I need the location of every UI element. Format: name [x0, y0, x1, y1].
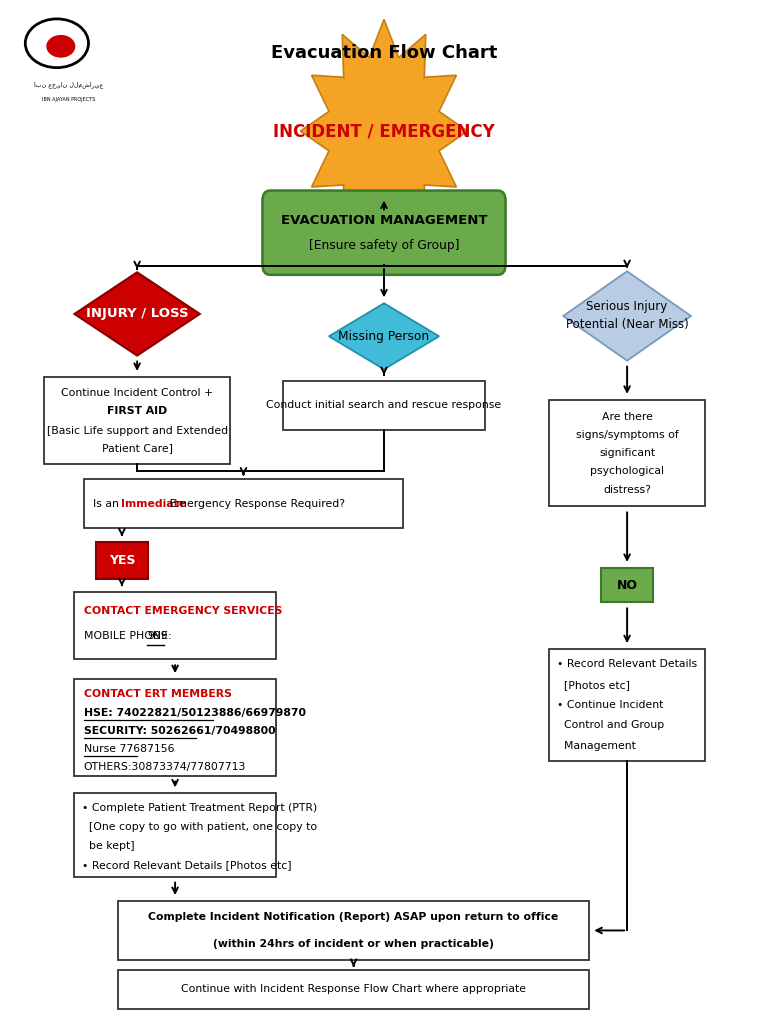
Text: HSE: 74022821/50123886/66979870: HSE: 74022821/50123886/66979870 — [84, 708, 306, 718]
Text: NO: NO — [617, 579, 637, 592]
Text: Continue with Incident Response Flow Chart where appropriate: Continue with Incident Response Flow Cha… — [181, 984, 526, 994]
Text: [Basic Life support and Extended: [Basic Life support and Extended — [47, 426, 227, 436]
Text: • Continue Incident: • Continue Incident — [557, 700, 664, 710]
Text: Serious Injury
Potential (Near Miss): Serious Injury Potential (Near Miss) — [566, 300, 688, 332]
Text: INJURY / LOSS: INJURY / LOSS — [86, 307, 188, 321]
Text: Immediate: Immediate — [121, 499, 187, 509]
Text: [One copy to go with patient, one copy to: [One copy to go with patient, one copy t… — [82, 822, 317, 831]
Text: • Complete Patient Treatment Report (PTR): • Complete Patient Treatment Report (PTR… — [82, 803, 317, 813]
Bar — [601, 568, 653, 602]
Bar — [84, 479, 403, 528]
Text: signs/symptoms of: signs/symptoms of — [576, 430, 678, 440]
Text: Emergency Response Required?: Emergency Response Required? — [166, 499, 345, 509]
Text: Are there: Are there — [601, 412, 653, 422]
Bar — [283, 381, 485, 430]
Bar — [96, 543, 147, 579]
Text: MOBILE PHONE:: MOBILE PHONE: — [84, 631, 174, 641]
Bar — [118, 970, 589, 1009]
Bar — [74, 679, 276, 775]
Text: FIRST AID: FIRST AID — [107, 407, 167, 417]
Text: (within 24hrs of incident or when practicable): (within 24hrs of incident or when practi… — [214, 939, 494, 948]
Text: • Record Relevant Details [Photos etc]: • Record Relevant Details [Photos etc] — [82, 860, 292, 870]
Text: Complete Incident Notification (Report) ASAP upon return to office: Complete Incident Notification (Report) … — [148, 912, 559, 923]
Text: • Record Relevant Details: • Record Relevant Details — [557, 659, 697, 670]
Text: Evacuation Flow Chart: Evacuation Flow Chart — [271, 44, 497, 61]
Text: CONTACT EMERGENCY SERVICES: CONTACT EMERGENCY SERVICES — [84, 605, 282, 615]
Text: Missing Person: Missing Person — [339, 330, 429, 343]
Text: EVACUATION MANAGEMENT: EVACUATION MANAGEMENT — [281, 214, 487, 227]
Text: Management: Management — [557, 740, 636, 751]
Bar — [549, 649, 705, 761]
Text: distress?: distress? — [603, 484, 651, 495]
Text: be kept]: be kept] — [82, 841, 134, 851]
Text: Conduct initial search and rescue response: Conduct initial search and rescue respon… — [266, 400, 502, 411]
Bar — [549, 399, 705, 507]
Text: CONTACT ERT MEMBERS: CONTACT ERT MEMBERS — [84, 689, 231, 699]
Polygon shape — [300, 19, 468, 243]
Text: SECURITY: 50262661/70498800: SECURITY: 50262661/70498800 — [84, 726, 275, 736]
Text: OTHERS:30873374/77807713: OTHERS:30873374/77807713 — [84, 763, 246, 772]
Text: [Ensure safety of Group]: [Ensure safety of Group] — [309, 240, 459, 252]
Bar — [44, 377, 230, 464]
Text: Is an: Is an — [93, 499, 122, 509]
Text: INCIDENT / EMERGENCY: INCIDENT / EMERGENCY — [273, 122, 495, 140]
Text: Patient Care]: Patient Care] — [101, 443, 173, 453]
FancyBboxPatch shape — [263, 190, 505, 274]
Bar — [118, 901, 589, 959]
Text: Nurse 77687156: Nurse 77687156 — [84, 744, 174, 754]
Text: Control and Group: Control and Group — [557, 720, 664, 730]
Text: psychological: psychological — [590, 466, 664, 476]
Bar — [74, 794, 276, 877]
Polygon shape — [74, 272, 200, 355]
Text: YES: YES — [108, 554, 135, 567]
Text: significant: significant — [599, 449, 655, 458]
Polygon shape — [563, 271, 691, 360]
Text: [Photos etc]: [Photos etc] — [557, 680, 630, 689]
Text: Continue Incident Control +: Continue Incident Control + — [61, 388, 214, 398]
Text: 999: 999 — [147, 631, 168, 641]
Polygon shape — [329, 303, 439, 370]
Bar — [74, 592, 276, 659]
